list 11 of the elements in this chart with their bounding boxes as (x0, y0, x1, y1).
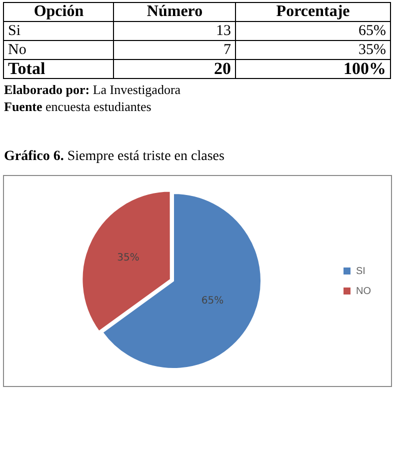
text: Elaborado por: La Investigadora (4, 81, 182, 98)
legend-label: SI (356, 266, 366, 277)
text: Si 13 65% (8, 23, 386, 39)
legend-label: NO (356, 286, 372, 297)
data-label: 65% (201, 295, 224, 306)
text: Total 20 100% (8, 59, 386, 78)
text: Opción Número Porcentaje (34, 3, 350, 20)
text: No 7 35% (8, 42, 386, 58)
data-label: 35% (117, 252, 140, 264)
chart-title: Gráfico 6. Siempre está triste en clases (4, 149, 226, 165)
source-note: Fuente encuesta estudiantes (4, 98, 152, 115)
